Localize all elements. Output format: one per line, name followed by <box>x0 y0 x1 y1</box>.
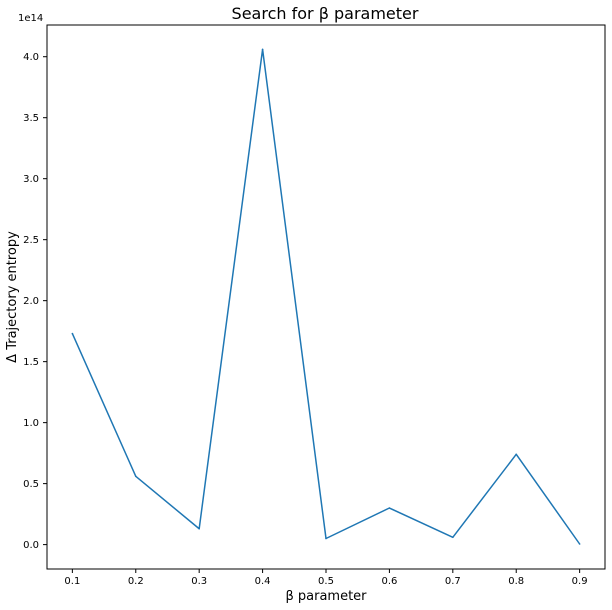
y-tick-label: 3.0 <box>23 174 39 185</box>
x-tick-label: 0.5 <box>318 576 334 587</box>
y-tick-label: 2.5 <box>23 235 39 246</box>
x-tick-label: 0.1 <box>64 576 80 587</box>
data-point <box>71 332 74 335</box>
y-tick-label: 2.0 <box>23 296 39 307</box>
y-tick-label: 3.5 <box>23 113 39 124</box>
y-tick-label: 0.5 <box>23 479 39 490</box>
x-tick-label: 0.6 <box>381 576 397 587</box>
data-point <box>325 537 327 540</box>
data-point <box>261 48 264 51</box>
y-tick-label: 0.0 <box>23 540 39 551</box>
data-point <box>388 507 391 509</box>
x-axis-ticks: 0.1 0.2 0.3 0.4 0.5 0.6 0.7 0.8 0.9 <box>64 569 588 587</box>
y-axis-label: Δ Trajectory entropy <box>5 231 20 363</box>
series-layer <box>71 48 581 545</box>
data-point <box>515 453 518 456</box>
y-axis-offset-label: 1e14 <box>18 13 43 24</box>
data-point <box>578 543 581 545</box>
y-tick-label: 1.5 <box>23 357 39 368</box>
y-tick-label: 4.0 <box>23 52 39 63</box>
x-axis-label: β parameter <box>285 589 367 604</box>
data-point <box>452 536 454 539</box>
x-tick-label: 0.8 <box>508 576 524 587</box>
y-axis-ticks: 0.0 0.5 1.0 1.5 2.0 2.5 3.0 3.5 4.0 <box>23 52 47 551</box>
x-tick-label: 0.2 <box>128 576 144 587</box>
chart-title: Search for β parameter <box>232 4 419 23</box>
data-point <box>198 527 200 530</box>
y-tick-label: 1.0 <box>23 418 39 429</box>
data-point <box>134 475 137 478</box>
x-tick-label: 0.4 <box>255 576 271 587</box>
x-tick-label: 0.9 <box>572 576 588 587</box>
x-tick-label: 0.7 <box>445 576 461 587</box>
x-tick-label: 0.3 <box>191 576 207 587</box>
plot-area <box>46 24 606 570</box>
